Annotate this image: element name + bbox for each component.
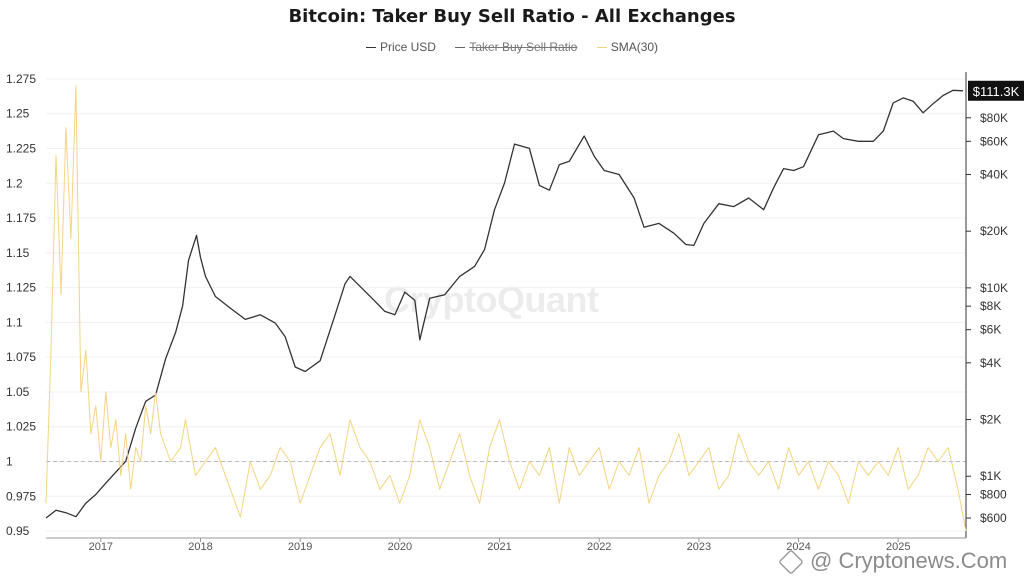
- x-tick-label: 2021: [487, 541, 511, 553]
- x-axis: 2017 2018 2019 2020 2021 2022 2023 2024 2025: [46, 537, 966, 553]
- series-line-price-usd: [45, 89, 964, 519]
- y-right-tick-label: $40K: [980, 167, 1008, 181]
- legend-label-sma: SMA(30): [610, 40, 659, 54]
- current-price-box: [968, 80, 1024, 101]
- legend-label-price: Price USD: [379, 40, 436, 54]
- x-tick-label: 2024: [786, 541, 810, 553]
- legend-item-price[interactable]: Price USD: [365, 40, 436, 54]
- credit-watermark: @ Cryptonews.Com: [778, 548, 1008, 576]
- x-tick-label: 2025: [886, 541, 910, 553]
- y-left-tick-label: 1.275: [6, 72, 36, 86]
- y-left-tick-label: 1.15: [6, 246, 30, 260]
- watermark: CryptoQuant: [384, 279, 599, 320]
- y-left-tick-label: 1.125: [6, 281, 36, 295]
- y-right-tick-label: $60K: [980, 134, 1008, 148]
- x-tick-label: 2020: [388, 541, 412, 553]
- y-right-tick-label: $20K: [980, 224, 1008, 238]
- y-left-tick-label: 1.25: [6, 107, 30, 121]
- legend-item-sma[interactable]: SMA(30): [596, 40, 659, 54]
- y-right-tick-label: $10K: [980, 281, 1008, 295]
- chart-title: Bitcoin: Taker Buy Sell Ratio - All Exch…: [288, 6, 736, 27]
- legend-swatch-sma: [596, 47, 607, 49]
- x-tick-label: 2023: [687, 541, 711, 553]
- current-price-text: $111.3K: [973, 84, 1020, 99]
- y-left-tick-label: 1.1: [6, 315, 23, 329]
- x-tick-label: 2019: [288, 541, 312, 553]
- y-left-tick-label: 0.95: [6, 524, 30, 538]
- cryptonews-logo-icon: [778, 549, 804, 576]
- x-tick-label: 2022: [587, 541, 611, 553]
- y-left-tick-label: 1.025: [6, 420, 36, 434]
- current-price-label: $111.3K: [968, 80, 1024, 101]
- y-left-tick-label: 1.05: [6, 385, 30, 399]
- y-right-tick-label: $800: [980, 487, 1007, 501]
- y-axis-right: $600 $800 $1K $2K $4K $6K $8K $10K $20K $40K $60K $…: [965, 72, 1008, 538]
- series-layer: [45, 85, 967, 532]
- y-left-tick-label: 1.075: [6, 350, 36, 364]
- grid-lines: [46, 78, 966, 532]
- y-right-tick-label: $6K: [980, 323, 1001, 337]
- legend: Price USD Taker Buy Sell Ratio SMA(30): [0, 40, 1024, 54]
- y-left-tick-label: 1.225: [6, 142, 36, 156]
- legend-swatch-taker-ratio: [455, 47, 466, 49]
- x-tick-label: 2018: [188, 541, 212, 553]
- y-right-tick-label: $2K: [980, 413, 1001, 427]
- y-left-tick-label: 1: [6, 454, 13, 468]
- legend-swatch-price: [365, 47, 376, 49]
- y-left-tick-label: 1.2: [6, 176, 23, 190]
- y-right-tick-label: $600: [980, 511, 1007, 525]
- series-line-sma30: [45, 85, 967, 532]
- x-tick-label: 2017: [89, 541, 113, 553]
- legend-item-taker-ratio[interactable]: Taker Buy Sell Ratio: [455, 40, 577, 54]
- y-axis-left: 0.95 0.975 1 1.025 1.05 1.075 1.1 1.125 1.15 1.17…: [6, 72, 36, 538]
- legend-label-taker-ratio: Taker Buy Sell Ratio: [469, 40, 578, 54]
- y-left-tick-label: 0.975: [6, 489, 36, 503]
- y-right-tick-label: $8K: [980, 299, 1001, 313]
- y-right-tick-label: $4K: [980, 356, 1001, 370]
- y-right-tick-label: $80K: [980, 111, 1008, 125]
- y-left-tick-label: 1.175: [6, 211, 36, 225]
- credit-text: @ Cryptonews.Com: [810, 548, 1008, 573]
- y-right-tick-label: $1K: [980, 469, 1001, 483]
